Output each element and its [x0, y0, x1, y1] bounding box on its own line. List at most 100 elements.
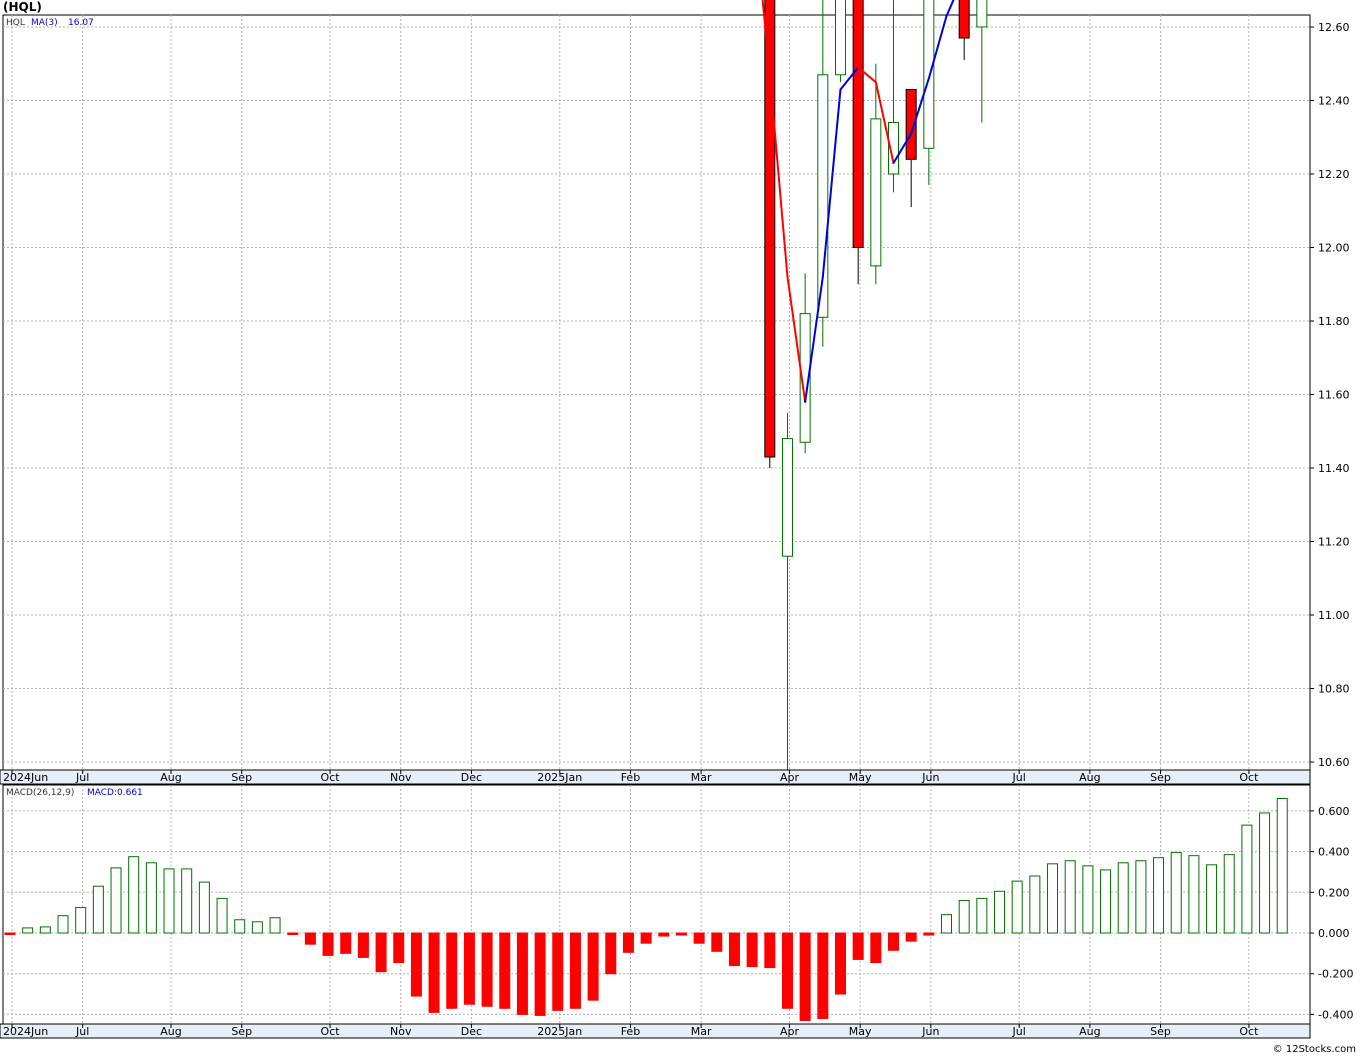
candle-47 [834, 0, 846, 76]
macd-legend: MACD(26,12,9) [6, 788, 74, 798]
date-bar-bottom [0, 1023, 1311, 1039]
macd-bar-25 [446, 932, 458, 1009]
macd-bar-13 [234, 919, 246, 934]
macd-bar-22 [393, 932, 405, 964]
price-tick-label-2: 11.00 [1318, 609, 1350, 622]
macd-bars [4, 797, 1288, 1022]
ma-segment-52 [910, 77, 930, 135]
footer-credit: © 12Stocks.com [1272, 1044, 1356, 1055]
macd-bar-27 [481, 932, 493, 1007]
x-label-0-11: May [849, 771, 872, 784]
macd-tick-label-2: 0.000 [1318, 927, 1350, 940]
macd-bar-2 [39, 926, 51, 934]
macd-bar-58 [1029, 875, 1041, 934]
price-panel [2, 14, 1311, 771]
x-label-1-2: Aug [160, 1025, 181, 1038]
candle-48 [852, 0, 864, 248]
macd-bar-6 [110, 867, 122, 934]
candle-55 [976, 0, 988, 28]
ma-segment-44 [768, 73, 789, 278]
x-label-0-0: 2024Jun [3, 771, 48, 784]
macd-bar-20 [357, 932, 369, 958]
price-tick-label-9: 12.40 [1318, 95, 1350, 108]
macd-bar-55 [976, 897, 988, 934]
macd-bar-68 [1206, 864, 1218, 934]
macd-bar-10 [181, 868, 193, 934]
price-tick-label-10: 12.60 [1318, 21, 1350, 34]
macd-bar-1 [22, 927, 34, 934]
macd-bar-5 [92, 885, 104, 934]
macd-bar-38 [675, 932, 687, 936]
x-label-0-4: Oct [321, 771, 341, 784]
macd-bar-50 [888, 932, 899, 951]
macd-bar-0 [4, 932, 16, 935]
moving-average [761, 0, 955, 403]
macd-bar-48 [852, 932, 864, 960]
macd-bar-7 [128, 856, 140, 934]
x-label-1-8: Feb [621, 1025, 640, 1038]
macd-tick-label-0: -0.400 [1318, 1008, 1353, 1021]
candle-50 [888, 122, 899, 175]
x-axis-top: 2024Jun Jul Aug Sep Oct Nov Dec 2025Jan Feb Mar Ap… [3, 770, 1259, 784]
macd-bar-60 [1064, 860, 1076, 934]
macd-bar-42 [746, 932, 758, 968]
macd-bar-26 [463, 932, 475, 1005]
price-y-axis: 10.60 10.80 11.00 11.20 11.40 11.60 11.80 12.00… [1310, 21, 1350, 769]
macd-bar-57 [1011, 880, 1023, 934]
macd-bar-41 [728, 932, 740, 967]
candle-45 [799, 313, 811, 443]
macd-bar-53 [941, 914, 953, 934]
candle-43 [764, 0, 776, 458]
x-label-1-12: Jun [921, 1025, 939, 1038]
x-label-1-11: May [849, 1025, 872, 1038]
macd-bar-46 [817, 932, 829, 1019]
price-tick-label-5: 11.60 [1318, 389, 1350, 402]
macd-bar-11 [198, 881, 210, 934]
x-label-1-4: Oct [321, 1025, 341, 1038]
macd-bar-39 [693, 932, 705, 944]
x-label-0-1: Jul [75, 771, 89, 784]
ma-segment-48 [839, 66, 860, 91]
macd-tick-label-3: 0.200 [1318, 886, 1350, 899]
x-label-1-3: Sep [231, 1025, 252, 1038]
x-label-1-16: Oct [1239, 1025, 1259, 1038]
macd-bar-30 [534, 932, 546, 1016]
ma-legend: MA(3) [31, 18, 58, 28]
macd-tick-label-4: 0.400 [1318, 846, 1350, 859]
ma-segment-45 [786, 275, 807, 403]
macd-bar-35 [622, 932, 634, 953]
candle-54 [958, 0, 970, 39]
macd-bar-51 [905, 932, 917, 942]
macd-bar-66 [1170, 852, 1182, 934]
macd-bar-67 [1188, 855, 1200, 934]
macd-bar-24 [428, 932, 440, 1013]
macd-bar-69 [1223, 854, 1235, 934]
x-label-0-15: Sep [1150, 771, 1171, 784]
ma-segment-43 [761, 0, 771, 76]
ticker-legend: HQL [6, 18, 25, 28]
macd-bar-33 [587, 932, 599, 1001]
macd-bar-3 [57, 915, 69, 934]
ma-segment-53 [927, 14, 948, 80]
macd-bar-4 [75, 907, 87, 934]
x-label-0-9: Mar [691, 771, 712, 784]
x-label-0-7: 2025Jan [537, 771, 582, 784]
x-label-1-5: Nov [390, 1025, 412, 1038]
x-label-0-12: Jun [921, 771, 939, 784]
ma-segment-51 [892, 132, 913, 164]
macd-bar-64 [1135, 860, 1147, 934]
macd-tick-label-5: 0.600 [1318, 805, 1350, 818]
x-label-0-14: Aug [1079, 771, 1100, 784]
macd-bar-72 [1276, 797, 1288, 934]
price-tick-label-3: 11.20 [1318, 536, 1350, 549]
ma-segment-47 [821, 88, 842, 278]
candle-52 [923, 0, 935, 149]
x-label-0-16: Oct [1239, 771, 1259, 784]
macd-bar-62 [1100, 869, 1112, 934]
ma-value-legend: 16.07 [68, 18, 94, 28]
macd-bar-52 [923, 932, 935, 936]
macd-y-axis: -0.400 -0.200 0.000 0.200 0.400 0.600 [1310, 805, 1353, 1021]
x-label-0-10: Apr [780, 771, 800, 784]
macd-bar-28 [499, 932, 511, 1009]
ma-segment-54 [945, 0, 955, 17]
